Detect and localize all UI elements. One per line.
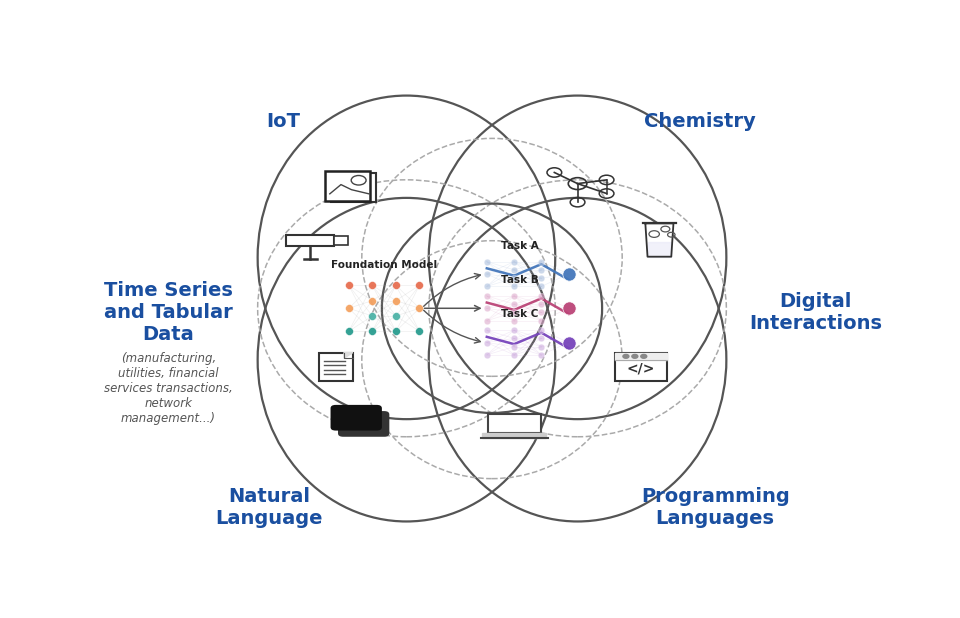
Point	[479, 337, 494, 347]
Point	[534, 342, 549, 352]
Point	[506, 256, 521, 266]
Text: Foundation Model: Foundation Model	[331, 260, 437, 271]
Text: Natural
Language: Natural Language	[215, 487, 323, 528]
Point	[534, 334, 549, 344]
Text: Programming
Languages: Programming Languages	[641, 487, 789, 528]
Point	[388, 281, 403, 290]
Point	[561, 269, 576, 279]
Point	[534, 256, 549, 266]
Point	[412, 326, 427, 336]
Point	[479, 303, 494, 313]
Point	[506, 291, 521, 301]
Point	[365, 281, 380, 290]
FancyBboxPatch shape	[488, 413, 541, 433]
Circle shape	[632, 355, 637, 358]
Polygon shape	[344, 352, 353, 358]
FancyBboxPatch shape	[330, 173, 376, 203]
Polygon shape	[648, 242, 671, 256]
Text: IoT: IoT	[267, 112, 300, 131]
Point	[506, 342, 521, 352]
Polygon shape	[645, 223, 674, 256]
Point	[506, 316, 521, 326]
Text: Task C: Task C	[501, 309, 539, 320]
Circle shape	[623, 355, 629, 358]
FancyBboxPatch shape	[614, 352, 667, 381]
Polygon shape	[482, 433, 546, 438]
Point	[365, 295, 380, 305]
FancyBboxPatch shape	[286, 234, 334, 247]
Point	[388, 311, 403, 321]
Point	[479, 350, 494, 360]
Point	[506, 350, 521, 360]
Point	[365, 326, 380, 336]
Point	[534, 273, 549, 283]
Point	[479, 325, 494, 335]
Text: Time Series
and Tabular
Data: Time Series and Tabular Data	[104, 281, 232, 344]
FancyBboxPatch shape	[338, 411, 390, 437]
Point	[412, 281, 427, 290]
Point	[365, 311, 380, 321]
Polygon shape	[614, 352, 667, 360]
Text: Digital
Interactions: Digital Interactions	[749, 292, 882, 332]
Text: </>: </>	[627, 362, 655, 376]
Point	[561, 303, 576, 313]
Point	[506, 281, 521, 291]
Point	[479, 316, 494, 326]
Point	[506, 265, 521, 275]
Point	[506, 299, 521, 309]
Point	[341, 326, 356, 336]
Point	[341, 303, 356, 313]
FancyBboxPatch shape	[319, 352, 353, 381]
FancyBboxPatch shape	[324, 171, 371, 200]
Point	[388, 326, 403, 336]
Text: Chemistry: Chemistry	[644, 112, 756, 131]
Point	[534, 316, 549, 326]
Text: (manufacturing,
utilities, financial
services transactions,
network
management..: (manufacturing, utilities, financial ser…	[104, 352, 232, 425]
Point	[506, 273, 521, 283]
Point	[506, 308, 521, 318]
Point	[388, 295, 403, 305]
Point	[479, 269, 494, 279]
Point	[534, 325, 549, 335]
Point	[534, 265, 549, 275]
Point	[412, 303, 427, 313]
Point	[479, 281, 494, 291]
Point	[506, 325, 521, 335]
Point	[534, 308, 549, 318]
Point	[534, 291, 549, 301]
Point	[506, 334, 521, 344]
Point	[534, 350, 549, 360]
Circle shape	[641, 355, 647, 358]
Point	[479, 291, 494, 301]
Point	[534, 281, 549, 291]
Point	[479, 256, 494, 266]
Point	[534, 299, 549, 309]
FancyBboxPatch shape	[330, 405, 382, 431]
Text: Task A: Task A	[501, 240, 539, 251]
FancyBboxPatch shape	[334, 237, 348, 245]
Point	[341, 281, 356, 290]
Point	[561, 337, 576, 347]
Text: Task B: Task B	[501, 275, 539, 285]
